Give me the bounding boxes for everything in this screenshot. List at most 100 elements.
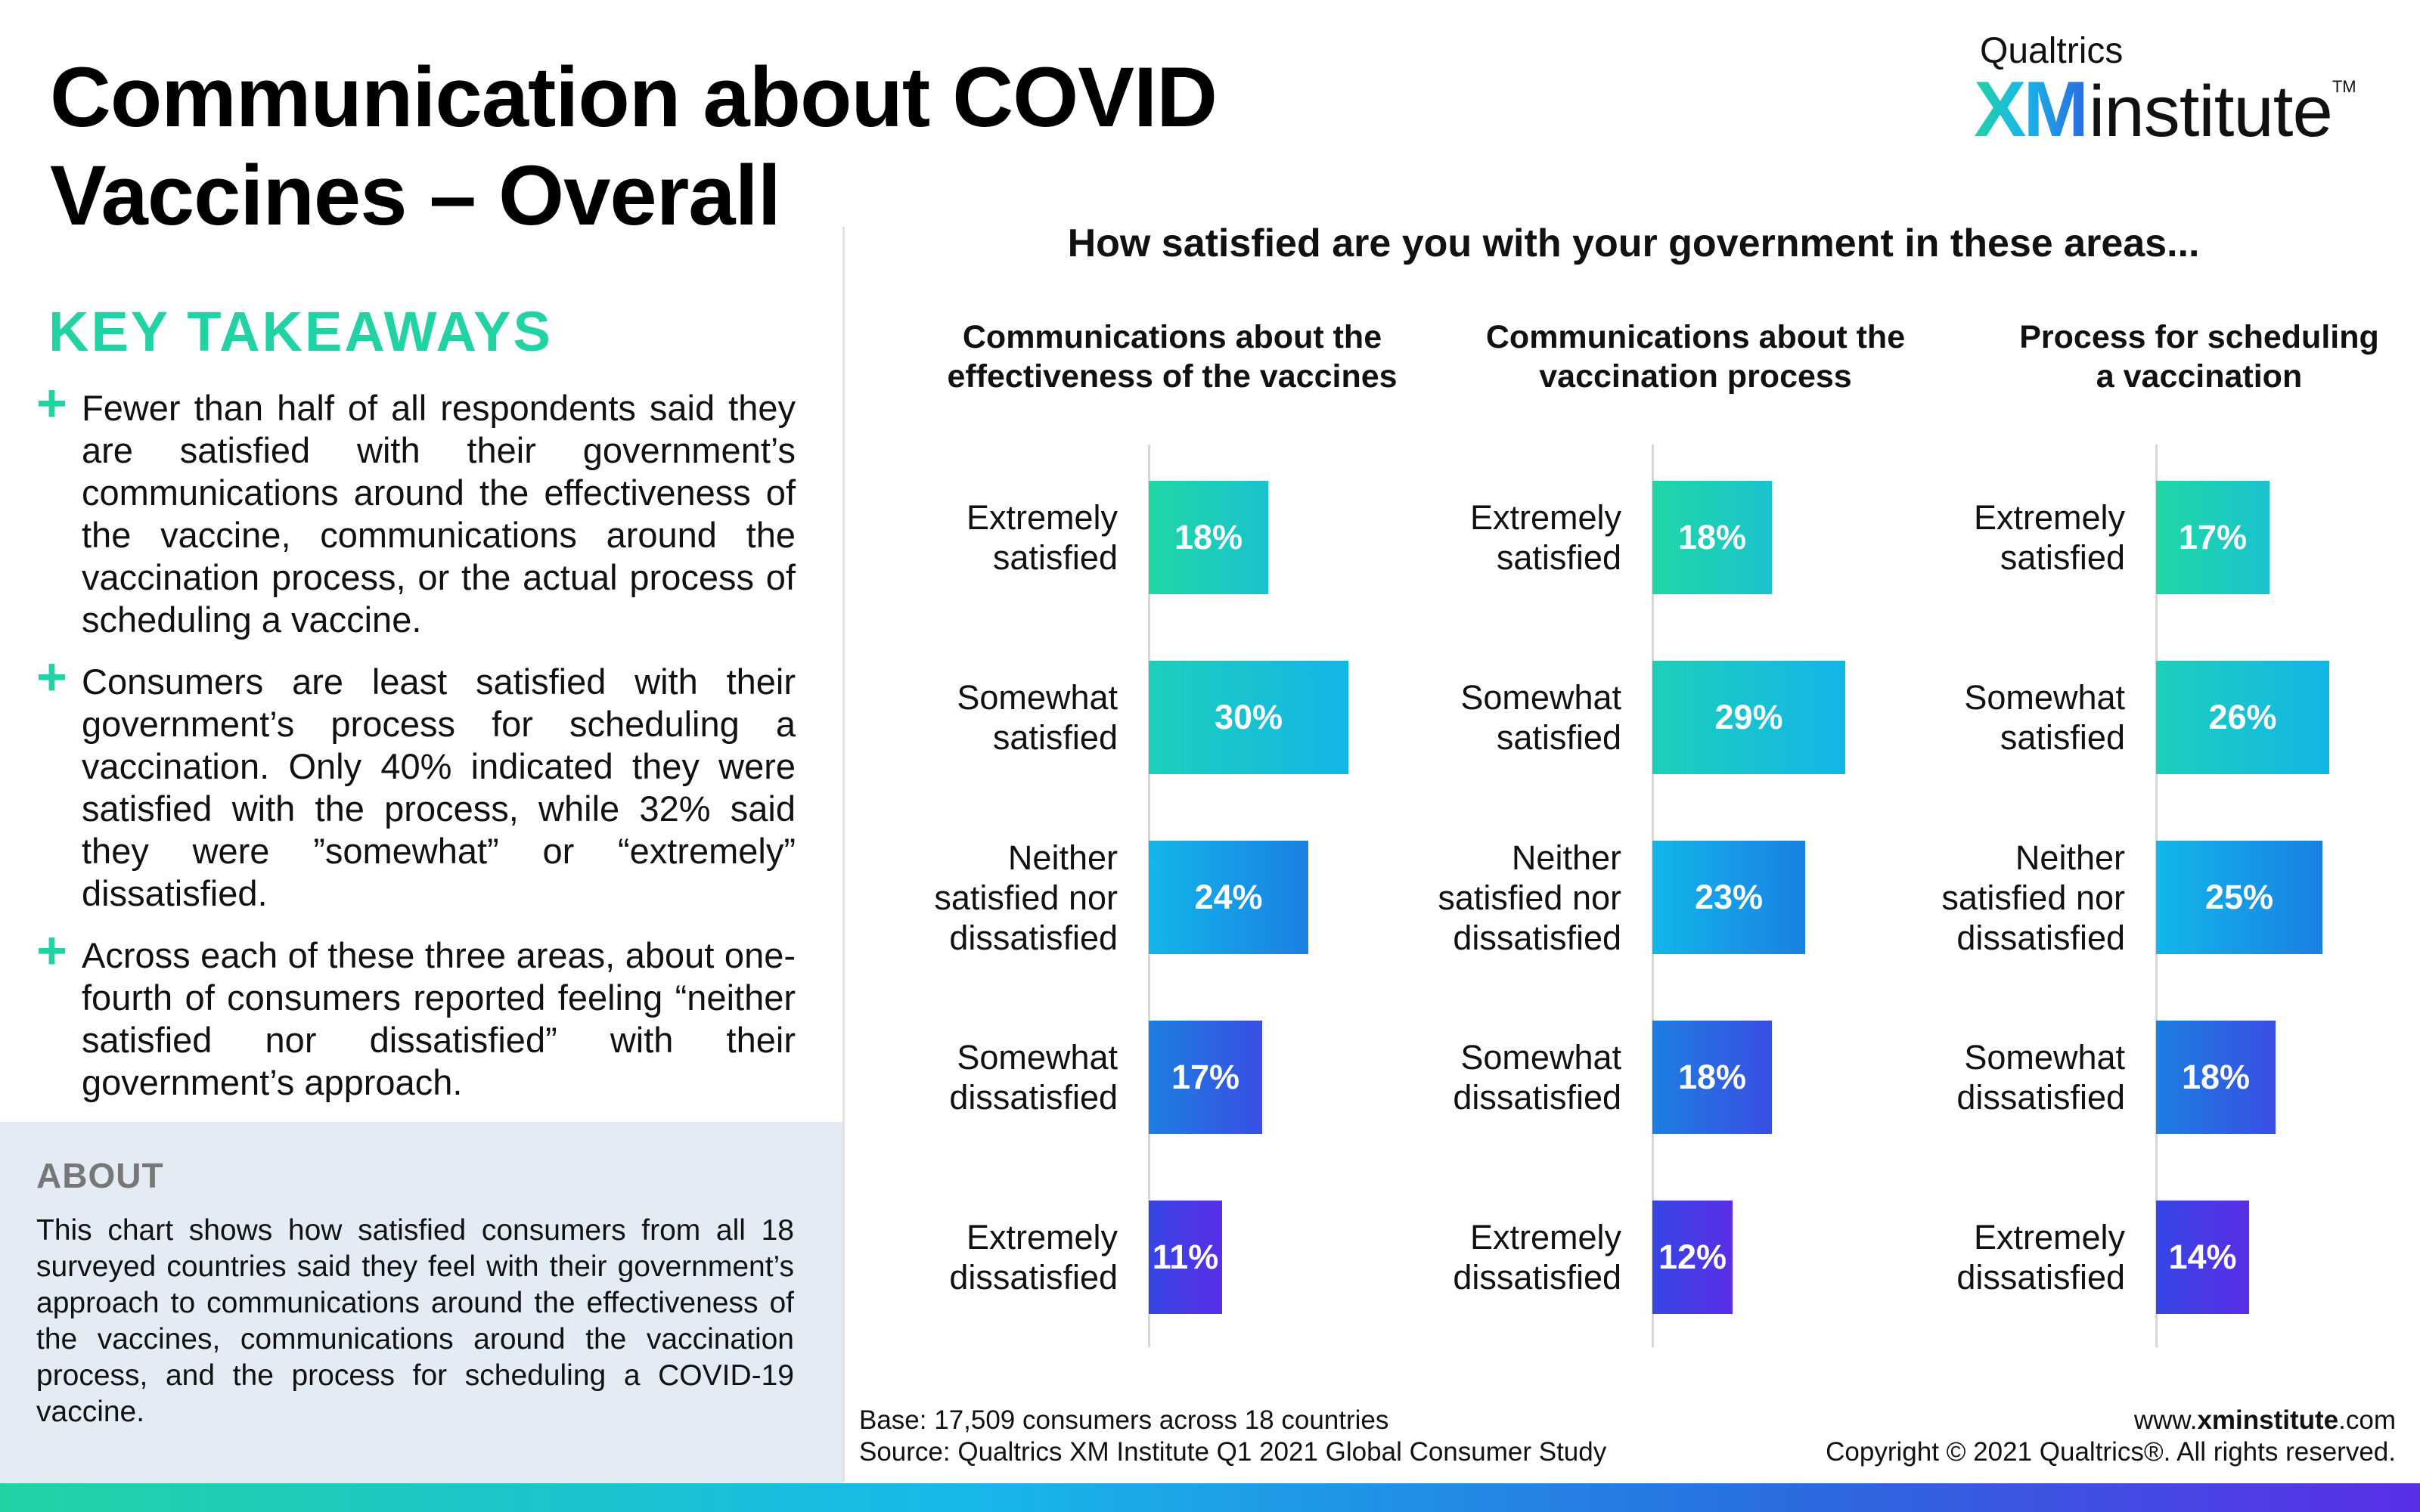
bar-value-label: 24% (1194, 878, 1263, 916)
bar-value-label: 18% (1174, 518, 1243, 556)
bar-value-label: 12% (1658, 1238, 1727, 1276)
section-divider (842, 227, 845, 1482)
bar: 24% (1149, 841, 1308, 954)
category-label: Neither satisfied nor dissatisfied (1853, 838, 2125, 958)
footer-url-prefix: www. (2133, 1405, 2198, 1435)
category-label-line: satisfied (1496, 538, 1621, 577)
category-label: Extremely dissatisfied (1853, 1217, 2125, 1297)
category-label-line: satisfied (992, 718, 1118, 757)
category-label-line: Neither (1007, 838, 1118, 877)
category-label: Extremely dissatisfied (1349, 1217, 1621, 1297)
bar-value-label: 18% (1677, 1058, 1747, 1096)
category-label: Extremely satisfied (1853, 497, 2125, 578)
about-box: ABOUT This chart shows how satisfied con… (0, 1122, 842, 1483)
chart-panel-1: Communications about the effectiveness of… (892, 318, 1407, 1361)
category-label: Extremely satisfied (1349, 497, 1621, 578)
bar: 12% (1652, 1201, 1733, 1314)
category-label-line: satisfied (2000, 538, 2125, 577)
bar: 18% (1149, 481, 1268, 594)
category-label-line: Somewhat (957, 1038, 1118, 1077)
bar-value-label: 29% (1714, 698, 1783, 736)
footer-copyright-text: Copyright © 2021 Qualtrics®. All rights … (1826, 1437, 2396, 1467)
takeaway-item: + Fewer than half of all respondents sai… (36, 376, 796, 641)
bar: 18% (2156, 1021, 2276, 1134)
panel-title-line: Communications about the (1485, 319, 1906, 355)
category-label: Somewhat satisfied (1349, 677, 1621, 758)
category-label-line: dissatisfied (1956, 918, 2125, 957)
panel-title-line: Communications about the (962, 319, 1382, 355)
page-title: Communication about COVID Vaccines – Ove… (50, 50, 1218, 243)
bar: 30% (1149, 661, 1348, 774)
category-label-line: dissatisfied (1453, 1258, 1621, 1297)
category-label-line: Extremely (1973, 1218, 2125, 1256)
panel-title: Communications about the vaccination proc… (1438, 318, 1953, 396)
category-label: Somewhat dissatisfied (845, 1037, 1118, 1117)
category-label-line: dissatisfied (1956, 1258, 2125, 1297)
bar: 18% (1652, 1021, 1772, 1134)
category-label-line: dissatisfied (949, 1258, 1118, 1297)
category-label-line: Somewhat (957, 678, 1118, 717)
category-label-line: Somewhat (1460, 1038, 1621, 1077)
category-label: Extremely satisfied (845, 497, 1118, 578)
category-label: Somewhat satisfied (1853, 677, 2125, 758)
bar: 23% (1652, 841, 1805, 954)
panel-title-line: a vaccination (2096, 358, 2303, 395)
chart-panel-2: Communications about the vaccination proc… (1396, 318, 1910, 1361)
category-label-line: Extremely (1469, 1218, 1621, 1256)
bar: 26% (2156, 661, 2329, 774)
bar-value-label: 30% (1214, 698, 1283, 736)
category-label-line: satisfied (992, 538, 1118, 577)
logo-wordmark: XMinstituteTM (1974, 65, 2356, 155)
footer-source-text: Source: Qualtrics XM Institute Q1 2021 G… (859, 1437, 1607, 1467)
chart-title: How satisfied are you with your governme… (1067, 222, 2200, 265)
category-label: Extremely dissatisfied (845, 1217, 1118, 1297)
footer-base-text: Base: 17,509 consumers across 18 countri… (859, 1405, 1389, 1435)
category-label: Somewhat dissatisfied (1853, 1037, 2125, 1117)
bar: 25% (2156, 841, 2322, 954)
takeaway-text: Fewer than half of all respondents said … (82, 388, 796, 640)
category-label-line: Somewhat (1460, 678, 1621, 717)
category-label-line: Extremely (966, 498, 1118, 537)
xm-institute-logo: Qualtrics XMinstituteTM (1974, 27, 2367, 153)
plus-icon: + (36, 647, 67, 706)
category-label-line: Somewhat (1964, 678, 2125, 717)
bar-value-label: 25% (2204, 878, 2274, 916)
category-label-line: dissatisfied (949, 918, 1118, 957)
bar-value-label: 23% (1694, 878, 1764, 916)
logo-institute-text: institute (2089, 71, 2333, 152)
logo-trademark: TM (2332, 77, 2356, 96)
category-label-line: Extremely (1973, 498, 2125, 537)
category-label-line: satisfied (1496, 718, 1621, 757)
chart-panel-3: Process for scheduling a vaccination Extre… (1900, 318, 2414, 1361)
bar: 29% (1652, 661, 1845, 774)
category-label: Somewhat dissatisfied (1349, 1037, 1621, 1117)
about-text: This chart shows how satisfied consumers… (36, 1214, 794, 1428)
category-label: Neither satisfied nor dissatisfied (1349, 838, 1621, 958)
about-heading: ABOUT (36, 1156, 164, 1195)
panel-title: Process for scheduling a vaccination (1942, 318, 2420, 396)
takeaway-text: Across each of these three areas, about … (82, 935, 796, 1102)
bar-value-label: 18% (1677, 518, 1747, 556)
category-label-line: dissatisfied (1956, 1078, 2125, 1117)
footer-source: Base: 17,509 consumers across 18 countri… (859, 1405, 1606, 1468)
bar: 17% (1149, 1021, 1262, 1134)
category-label-line: satisfied (2000, 718, 2125, 757)
plus-icon: + (36, 921, 67, 980)
bar-value-label: 17% (1171, 1058, 1240, 1096)
bar: 14% (2156, 1201, 2249, 1314)
bar-value-label: 17% (2178, 518, 2248, 556)
panel-title-line: effectiveness of the vaccines (947, 358, 1398, 395)
footer-url-domain: xminstitute (2197, 1405, 2339, 1435)
footer-url[interactable]: www.xminstitute.com (1826, 1405, 2396, 1436)
panel-title: Communications about the effectiveness of… (915, 318, 1429, 396)
category-label-line: satisfied nor (1438, 878, 1621, 917)
takeaway-item: + Consumers are least satisfied with the… (36, 650, 796, 915)
bar: 17% (2156, 481, 2270, 594)
key-takeaways-list: + Fewer than half of all respondents sai… (36, 376, 796, 1123)
category-label-line: Extremely (966, 1218, 1118, 1256)
panel-title-line: Process for scheduling (2019, 319, 2379, 355)
bar: 18% (1652, 481, 1772, 594)
category-label-line: Extremely (1469, 498, 1621, 537)
logo-qualtrics-text: Qualtrics (1980, 31, 2124, 71)
key-takeaways-heading: KEY TAKEAWAYS (48, 300, 553, 363)
